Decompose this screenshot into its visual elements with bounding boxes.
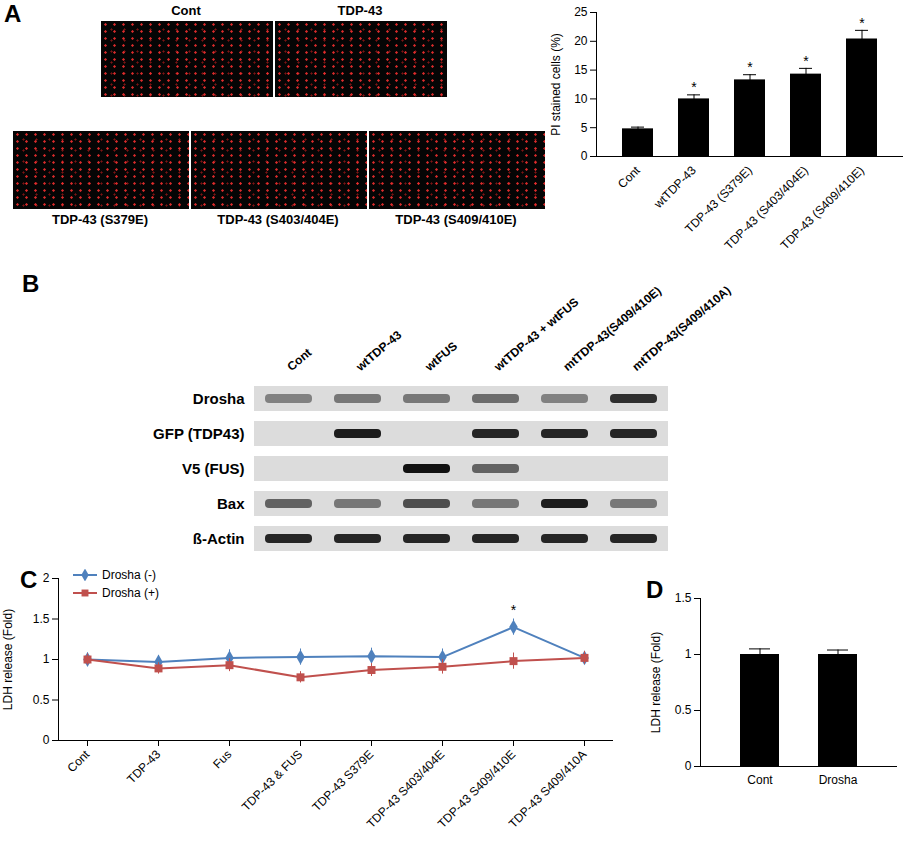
svg-text:ß-Actin: ß-Actin: [193, 530, 245, 547]
html-text:D: D: [646, 576, 664, 603]
svg-text:*: *: [747, 59, 753, 75]
svg-text:mtTDP-43(S409/410E): mtTDP-43(S409/410E): [560, 283, 664, 374]
svg-text:5: 5: [581, 121, 588, 135]
svg-text:*: *: [511, 602, 517, 618]
svg-text:TDP-43: TDP-43: [124, 747, 163, 786]
svg-text:wtTDP-43: wtTDP-43: [651, 163, 700, 212]
html-text:TDP-43 (S379E): TDP-43 (S379E): [52, 212, 148, 227]
svg-text:wtTDP-43 + wtFUS: wtTDP-43 + wtFUS: [491, 295, 582, 374]
svg-text:TDP-43 S409/410E: TDP-43 S409/410E: [435, 747, 518, 830]
html-text:TDP-43: TDP-43: [337, 3, 383, 18]
svg-text:Drosha: Drosha: [819, 773, 858, 787]
svg-text:1.5: 1.5: [33, 612, 50, 626]
html-text:C: C: [20, 566, 38, 593]
svg-text:Cont: Cont: [747, 773, 773, 787]
svg-text:GFP (TDP43): GFP (TDP43): [153, 425, 244, 442]
svg-text:20: 20: [574, 34, 588, 48]
svg-text:TDP-43 (S403/404E): TDP-43 (S403/404E): [721, 163, 811, 253]
svg-text:Drosha: Drosha: [193, 390, 245, 407]
svg-text:0: 0: [685, 759, 692, 773]
svg-text:Bax: Bax: [217, 495, 245, 512]
html-text:B: B: [22, 270, 40, 297]
html-text:TDP-43 (S403/404E): TDP-43 (S403/404E): [217, 212, 339, 227]
svg-text:TDP-43 (S379E): TDP-43 (S379E): [682, 163, 755, 236]
svg-text:Cont: Cont: [65, 747, 93, 775]
svg-text:15: 15: [574, 63, 588, 77]
svg-text:0: 0: [581, 149, 588, 163]
svg-text:TDP-43 (S409/410E): TDP-43 (S409/410E): [778, 163, 867, 252]
svg-text:TDP-43 S409/410A: TDP-43 S409/410A: [506, 747, 589, 830]
svg-text:0.5: 0.5: [33, 693, 50, 707]
svg-text:LDH release (Fold): LDH release (Fold): [1, 609, 15, 710]
svg-text:1: 1: [43, 652, 50, 666]
svg-text:mtTDP-43(S409/410A): mtTDP-43(S409/410A): [629, 283, 733, 373]
svg-text:wtFUS: wtFUS: [422, 339, 460, 374]
svg-text:1.5: 1.5: [675, 591, 692, 605]
svg-text:Fus: Fus: [210, 747, 234, 771]
svg-text:Cont: Cont: [284, 345, 314, 373]
html-text:Cont: Cont: [171, 3, 201, 18]
svg-text:1: 1: [685, 647, 692, 661]
svg-text:0.5: 0.5: [675, 703, 692, 717]
html-text:TDP-43 (S409/410E): TDP-43 (S409/410E): [395, 212, 517, 227]
svg-text:V5 (FUS): V5 (FUS): [182, 460, 245, 477]
html-text:Drosha (-): Drosha (-): [102, 568, 156, 582]
svg-text:*: *: [859, 15, 865, 31]
svg-text:TDP-43 S379E: TDP-43 S379E: [309, 747, 376, 814]
svg-text:2: 2: [43, 571, 50, 585]
svg-text:*: *: [803, 53, 809, 69]
svg-text:25: 25: [574, 5, 588, 19]
svg-text:10: 10: [574, 92, 588, 106]
svg-text:*: *: [691, 79, 697, 95]
svg-text:LDH release (Fold): LDH release (Fold): [649, 632, 663, 733]
svg-text:TDP-43 & FUS: TDP-43 & FUS: [239, 747, 305, 813]
html-text:Drosha (+): Drosha (+): [102, 586, 159, 600]
svg-text:Cont: Cont: [615, 163, 643, 191]
svg-text:PI stained cells (%): PI stained cells (%): [549, 33, 563, 136]
html-text:A: A: [4, 0, 22, 27]
svg-text:0: 0: [43, 733, 50, 747]
svg-text:TDP-43 S403/404E: TDP-43 S403/404E: [364, 747, 447, 830]
svg-text:wtTDP-43: wtTDP-43: [353, 328, 405, 375]
